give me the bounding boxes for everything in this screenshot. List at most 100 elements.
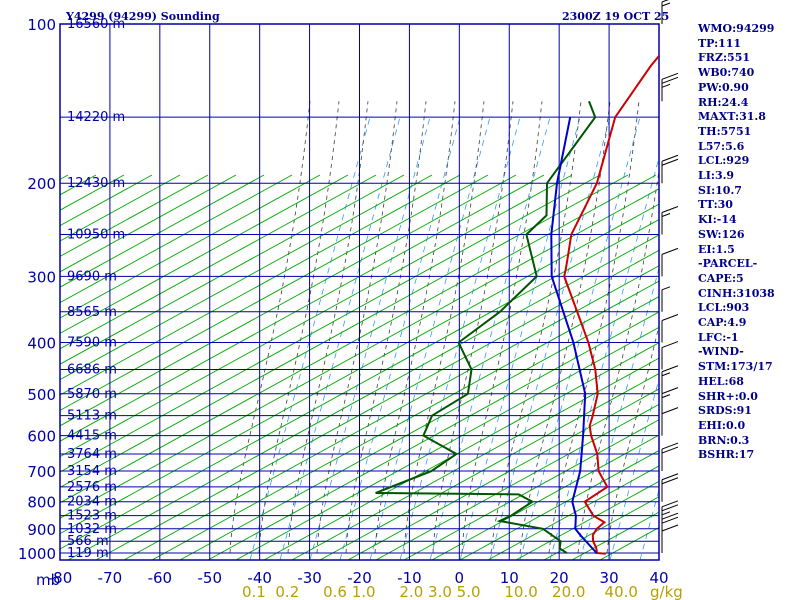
- temperature-tick-label: 10: [500, 569, 519, 587]
- temperature-profile-line: [563, 54, 659, 555]
- wind-barb-half-flag: [661, 372, 671, 377]
- mixing-ratio-axis-labels: 0.1 0.2 0.6 1.0 2.0 3.0 5.0 10.0 20.0 40…: [242, 583, 638, 600]
- moist-adiabat-curve: [258, 101, 340, 554]
- temperature-tick-labels: -80 -70 -60 -50 -40 -30 -20 -10 0 10 20 30 40: [48, 569, 669, 587]
- wind-barb: [661, 442, 679, 472]
- wind-barb: [661, 473, 679, 502]
- moist-adiabat-curve: [345, 101, 427, 554]
- dry-adiabat-line: [60, 174, 601, 473]
- wind-barb-flag: [661, 516, 679, 524]
- height-label: 8565 m: [67, 305, 117, 320]
- pressure-tick-label: 300: [27, 268, 56, 286]
- index-item: KI:-14: [698, 213, 737, 227]
- index-item: LCL:929: [698, 154, 750, 168]
- index-item: CAPE:5: [698, 271, 744, 285]
- wind-barb-flag: [661, 247, 679, 255]
- index-item: L57:5.6: [698, 139, 745, 153]
- temperature-tick-label: -20: [347, 569, 372, 587]
- wind-barb: [661, 341, 679, 370]
- wind-barb-flag: [661, 500, 679, 508]
- dry-adiabat-line: [60, 219, 659, 550]
- dry-adiabat-line: [60, 174, 545, 442]
- height-label: 16560 m: [67, 17, 125, 32]
- moist-adiabat-curve: [548, 101, 640, 554]
- height-labels: 16560 m 14220 m 12430 m 10950 m 9690 m 8565 m…: [67, 17, 125, 561]
- pressure-tick-label: 800: [27, 494, 56, 512]
- index-item: CINH:31038: [698, 286, 775, 300]
- index-item: STM:173/17: [698, 360, 773, 374]
- temperature-tick-label: 20: [550, 569, 569, 587]
- moist-adiabat-curve: [577, 167, 659, 554]
- temperature-tick-label: 40: [649, 569, 668, 587]
- wind-barb-flag: [661, 477, 679, 485]
- dry-adiabat-line: [0, 175, 12, 560]
- wind-barb-flag: [661, 442, 679, 450]
- index-item: WB0:740: [698, 66, 755, 80]
- pressure-tick-label: 1000: [18, 545, 56, 563]
- wind-barb-flag: [661, 206, 679, 213]
- wind-barb-half-flag: [661, 286, 671, 291]
- dry-adiabat-line: [459, 450, 659, 560]
- dry-adiabat-line: [375, 403, 659, 560]
- dry-adiabat-line: [60, 174, 265, 288]
- valid-time: 2300Z 19 OCT 25: [562, 10, 670, 23]
- dewpoint-profile-line: [375, 100, 597, 554]
- pressure-unit-label: mb: [36, 571, 60, 589]
- index-item: HEL:68: [698, 374, 744, 388]
- index-item: FRZ:551: [698, 51, 751, 65]
- wind-barb-flag: [661, 407, 679, 415]
- dry-adiabat-line: [60, 174, 181, 242]
- wind-barb: [661, 512, 679, 542]
- height-label: 7590 m: [67, 335, 117, 350]
- wind-barb: [661, 72, 679, 102]
- wind-barb: [661, 286, 671, 312]
- dry-adiabat-line: [487, 465, 659, 560]
- height-label: 119 m: [67, 546, 109, 561]
- wind-barb: [661, 206, 679, 235]
- dry-adiabat-line: [319, 373, 659, 560]
- wind-barb: [661, 407, 679, 436]
- moist-adiabat-curve: [490, 101, 582, 554]
- moist-adiabat-curve: [374, 101, 456, 554]
- dry-adiabat-line: [179, 296, 659, 560]
- wind-barb-flag: [661, 72, 679, 80]
- wind-barb-flag: [661, 154, 679, 162]
- dry-adiabat-line: [235, 326, 659, 560]
- wind-barbs: [661, 0, 679, 553]
- index-item: WMO:94299: [698, 22, 775, 35]
- wind-barb-flag: [661, 473, 679, 481]
- height-label: 12430 m: [67, 176, 125, 191]
- profile-lines: [375, 54, 659, 555]
- index-item: EI:1.5: [698, 242, 735, 256]
- index-item: -PARCEL-: [698, 257, 758, 271]
- moist-adiabat-curve: [287, 101, 369, 554]
- dry-adiabat-line: [60, 174, 321, 319]
- dry-adiabat-line: [60, 174, 657, 504]
- wind-barb-half-flag: [661, 2, 671, 7]
- pressure-tick-label: 700: [27, 463, 56, 481]
- wind-barb-flag: [661, 341, 679, 349]
- temperature-tick-label: -70: [98, 569, 123, 587]
- dry-adiabat-line: [60, 174, 517, 427]
- temperature-tick-label: 0: [455, 569, 465, 587]
- index-item: RH:24.4: [698, 95, 749, 109]
- wind-barb-flag: [661, 387, 679, 395]
- dry-adiabat-line: [123, 265, 659, 560]
- pressure-tick-label: 600: [27, 428, 56, 446]
- dry-adiabat-line: [60, 203, 659, 535]
- dry-adiabat-line: [60, 174, 237, 273]
- wind-barb: [661, 247, 679, 277]
- temperature-tick-label: -80: [48, 569, 73, 587]
- wind-barb-flag: [661, 524, 679, 532]
- parcel-profile-line: [550, 117, 598, 554]
- wind-barb: [661, 524, 679, 553]
- index-item: MAXT:31.8: [698, 110, 766, 124]
- dry-adiabat-line: [60, 188, 659, 519]
- height-label: 1032 m: [67, 522, 117, 537]
- wind-barb: [661, 0, 671, 24]
- dry-adiabat-line: [67, 234, 659, 560]
- dry-adiabat-line: [95, 249, 659, 560]
- dry-adiabat-line: [60, 174, 293, 304]
- wind-barb: [661, 387, 679, 416]
- wind-barb: [661, 154, 679, 184]
